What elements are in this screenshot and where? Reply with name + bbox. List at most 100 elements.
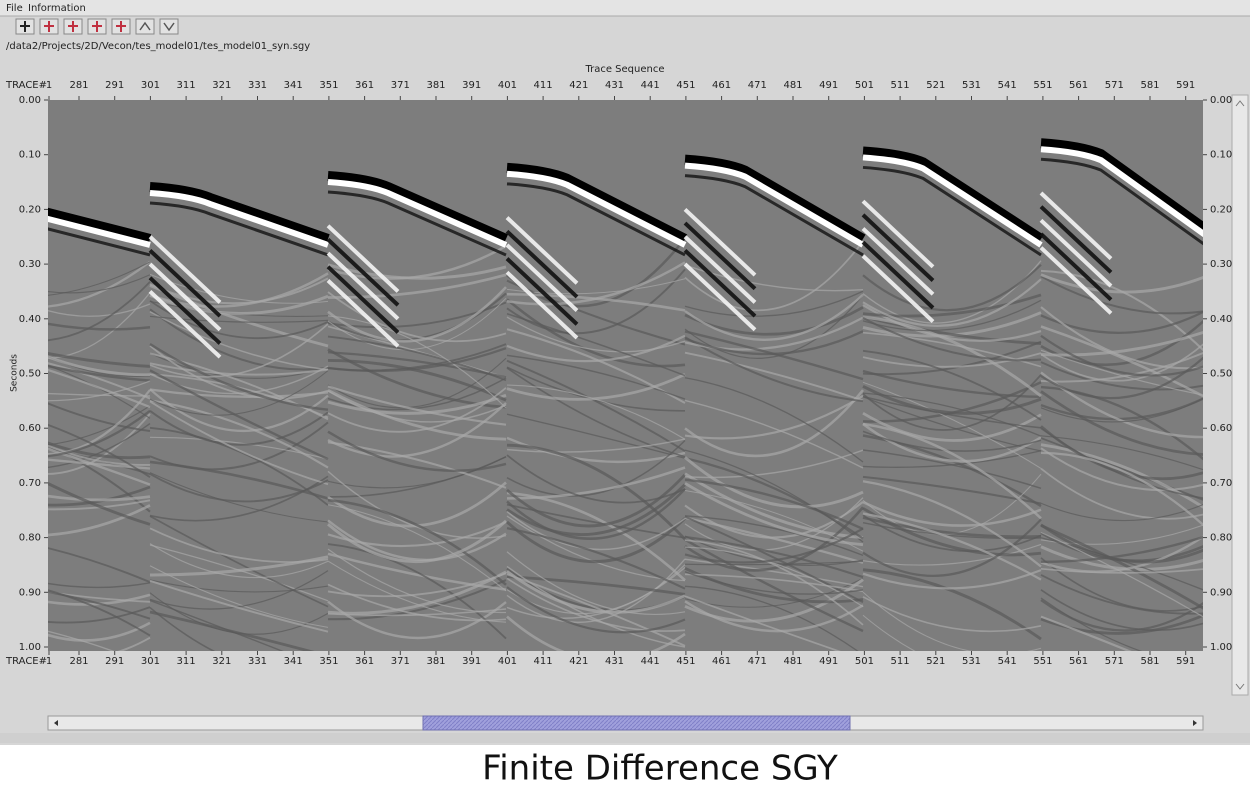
reflection [684, 515, 864, 556]
reflection [684, 515, 864, 604]
reflection [862, 395, 1042, 429]
x-tick-label: 461 [712, 80, 731, 91]
reflection [684, 538, 864, 633]
scroll-down[interactable] [1235, 683, 1245, 690]
reflection [506, 366, 686, 412]
x-tick-label: 411 [534, 656, 553, 667]
reflection [1040, 535, 1203, 564]
y-tick-label: 0.40 [19, 314, 41, 325]
reflection [862, 374, 1042, 431]
y-tick-label: 0.30 [19, 259, 41, 270]
reflection [684, 585, 859, 651]
refraction [683, 235, 757, 304]
reflection [862, 516, 1042, 538]
reflection [684, 482, 864, 547]
x-tick-label: 321 [212, 80, 231, 91]
x-tick-label: 481 [783, 656, 802, 667]
reflection [506, 586, 686, 634]
reflection [506, 268, 686, 335]
first-arrival-black [506, 162, 688, 244]
refraction [1039, 205, 1113, 274]
menu-item[interactable]: Information [28, 3, 86, 14]
reflection [1040, 390, 1203, 456]
tool-icon [116, 21, 126, 32]
reflection [862, 514, 1042, 552]
first-arrival-black [1040, 138, 1203, 234]
reflection [48, 606, 151, 624]
reflection [149, 308, 329, 371]
reflection [327, 263, 507, 280]
reflection [48, 582, 151, 589]
reflection [1040, 275, 1203, 315]
scroll-right[interactable] [1193, 720, 1197, 726]
scroll-up[interactable] [1235, 100, 1245, 107]
reflection [684, 240, 864, 312]
reflection [327, 358, 507, 402]
first-arrival-white [327, 179, 508, 248]
reflection [117, 636, 151, 651]
reflection [149, 315, 329, 323]
scroll-track[interactable] [1231, 94, 1249, 696]
x-tick-label: 551 [1033, 656, 1052, 667]
first-arrival-black [862, 146, 1044, 244]
horizontal-scrollbar[interactable] [47, 715, 1204, 731]
reflection [684, 571, 864, 595]
reflection [506, 384, 686, 440]
trace-label: TRACE# [5, 656, 47, 667]
tool-button[interactable] [159, 18, 179, 35]
reflection [327, 579, 507, 621]
reflection [506, 575, 686, 596]
reflection [1040, 325, 1203, 398]
caption: Finite Difference SGY [482, 749, 838, 789]
reflection [506, 359, 686, 452]
refraction [505, 216, 579, 285]
refraction [326, 265, 400, 334]
scroll-thumb[interactable] [422, 715, 851, 731]
y-tick-label: 0.80 [19, 533, 41, 544]
reflection [327, 291, 507, 343]
reflection [48, 368, 151, 409]
reflection [149, 565, 329, 628]
vertical-scrollbar[interactable] [1231, 94, 1249, 696]
refraction [683, 262, 757, 332]
reflection [684, 472, 864, 539]
y-tick-label: 0.00 [19, 95, 41, 106]
reflection [48, 593, 151, 606]
x-tick-label: 1 [46, 656, 52, 667]
reflection [149, 399, 329, 469]
reflection [149, 388, 329, 398]
axis-title: Trace Sequence [584, 64, 664, 75]
reflection [506, 527, 686, 590]
reflection [506, 413, 686, 459]
first-arrival-black [327, 171, 509, 244]
x-tick-label: 521 [926, 656, 945, 667]
reflection [48, 402, 151, 433]
x-tick-label: 521 [926, 80, 945, 91]
first-arrival-lower [1040, 157, 1203, 246]
reflection [327, 498, 507, 586]
reflection [684, 516, 864, 564]
x-tick-label: 501 [855, 80, 874, 91]
reflection [327, 504, 507, 592]
reflection [48, 422, 151, 469]
reflection [506, 443, 687, 541]
tool-button[interactable] [135, 18, 155, 35]
refraction [861, 254, 935, 323]
x-tick-label: 281 [69, 656, 88, 667]
refraction [148, 262, 222, 332]
menu-item[interactable]: File [6, 3, 23, 14]
reflection [506, 367, 686, 458]
y-tick-label: 0.10 [19, 150, 41, 161]
reflection [48, 365, 151, 419]
first-arrival-black [684, 154, 866, 244]
reflection [684, 600, 864, 633]
scroll-left[interactable] [54, 720, 58, 726]
reflection [327, 335, 507, 382]
reflection [684, 456, 864, 509]
y-tick-label: 0.20 [19, 204, 41, 215]
refraction [326, 279, 400, 348]
reflection [149, 311, 329, 371]
reflection [862, 596, 1042, 633]
reflection [149, 515, 329, 608]
